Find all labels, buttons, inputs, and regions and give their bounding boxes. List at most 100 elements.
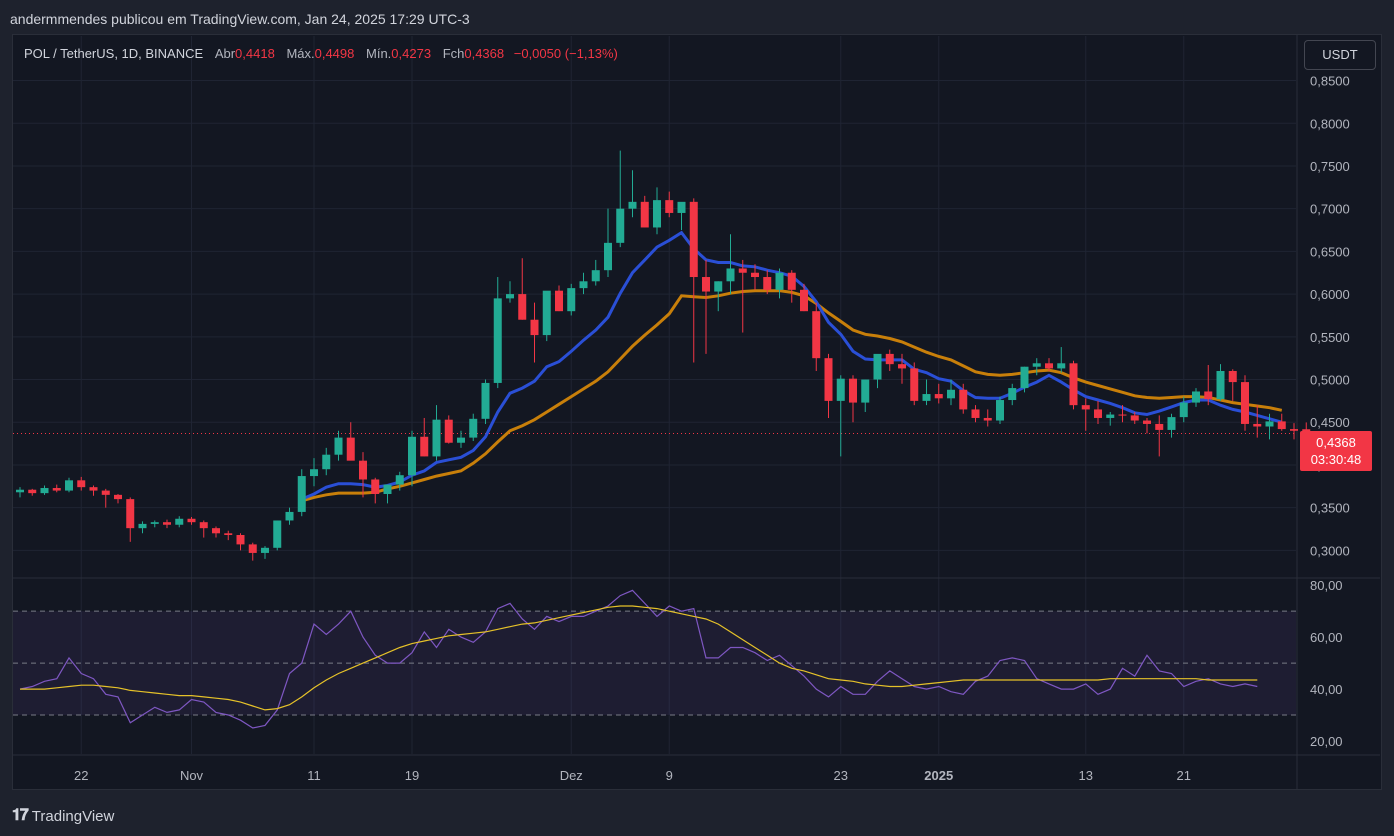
- price-tick-label: 0,6500: [1310, 244, 1350, 259]
- rsi-tick-label: 40,00: [1310, 682, 1343, 697]
- candle-body: [285, 511, 294, 521]
- candle-body: [1130, 415, 1139, 421]
- price-tick-label: 0,3500: [1310, 501, 1350, 516]
- candle-body: [1216, 370, 1225, 400]
- candle-body: [16, 489, 24, 493]
- candle-body: [628, 201, 637, 209]
- candle-body: [420, 436, 429, 457]
- candle-body: [714, 281, 723, 292]
- rsi-line: [19, 589, 1258, 729]
- top-bar: andermmendes publicou em TradingView.com…: [0, 0, 1394, 36]
- change-value: −0,0050 (−1,13%): [513, 46, 618, 61]
- time-tick-label: 11: [307, 768, 321, 783]
- candle-body: [383, 484, 392, 494]
- last-price-tag: 0,4368 03:30:48: [1300, 431, 1372, 471]
- candle-body: [261, 547, 269, 553]
- candle-body: [469, 418, 478, 438]
- time-tick-label: 21: [1177, 768, 1191, 783]
- tradingview-logo-icon: 𝟏𝟕: [12, 807, 29, 824]
- candle-body: [836, 378, 845, 401]
- candle-body: [297, 476, 306, 512]
- publisher-line: andermmendes publicou em TradingView.com…: [10, 11, 470, 27]
- rsi-ma-line: [20, 605, 1258, 711]
- low-value: 0,4273: [391, 46, 432, 61]
- price-tick-label: 0,5000: [1310, 373, 1350, 388]
- price-tick-label: 0,6000: [1310, 287, 1350, 302]
- candle-body: [812, 311, 821, 359]
- currency-button[interactable]: USDT: [1304, 40, 1376, 70]
- candle-body: [996, 400, 1004, 421]
- candle-body: [395, 475, 404, 485]
- candle-body: [591, 270, 600, 282]
- candle-body: [934, 394, 943, 399]
- candle-body: [40, 488, 49, 494]
- footer-brand: TradingView: [31, 807, 115, 825]
- price-tick-label: 0,7500: [1310, 159, 1350, 174]
- candle-body: [1008, 388, 1017, 401]
- candle-body: [959, 389, 968, 410]
- candle-body: [346, 437, 355, 461]
- candle-body: [481, 382, 490, 419]
- candle-body: [775, 272, 784, 290]
- candle-body: [738, 268, 747, 273]
- candle-body: [408, 436, 416, 476]
- candle-body: [1290, 429, 1298, 431]
- candle-body: [542, 290, 551, 336]
- time-tick-label: 22: [74, 768, 88, 783]
- candle-body: [1228, 370, 1237, 383]
- footer[interactable]: 𝟏𝟕 TradingView: [12, 804, 114, 828]
- candle-body: [555, 290, 563, 312]
- candle-body: [1167, 417, 1176, 430]
- candle-body: [1204, 391, 1213, 400]
- time-tick-label: 13: [1079, 768, 1093, 783]
- high-value: 0,4498: [314, 46, 355, 61]
- candle-body: [763, 277, 772, 290]
- candle-body: [163, 522, 171, 525]
- candle-body: [1020, 366, 1029, 389]
- candle-body: [77, 480, 86, 488]
- candle-body: [726, 268, 735, 282]
- candle-body: [150, 522, 159, 524]
- candle-body: [175, 518, 184, 525]
- candle-body: [751, 272, 759, 278]
- close-value: 0,4368: [464, 46, 505, 61]
- candle-body: [65, 480, 73, 491]
- candle-body: [518, 294, 527, 320]
- candle-body: [922, 394, 931, 401]
- candle-body: [199, 522, 208, 529]
- candle-body: [212, 528, 220, 534]
- candle-body: [224, 533, 233, 535]
- time-tick-label: Nov: [180, 768, 204, 783]
- candle-body: [114, 494, 122, 500]
- candle-body: [273, 520, 282, 548]
- candle-body: [457, 437, 465, 443]
- symbol-name[interactable]: POL / TetherUS, 1D, BINANCE: [24, 46, 204, 61]
- candle-body: [371, 479, 380, 494]
- ema-slow-line: [301, 289, 1283, 503]
- candle-body: [640, 201, 649, 228]
- candle-body: [1265, 421, 1274, 427]
- candle-body: [983, 417, 992, 421]
- open-label: Abr: [214, 46, 236, 61]
- candle-body: [1253, 423, 1262, 427]
- symbol-legend: POL / TetherUS, 1D, BINANCE Abr0,4418 Má…: [24, 46, 618, 61]
- close-label: Fch: [442, 46, 465, 61]
- candle-body: [236, 534, 245, 545]
- time-tick-label: 2025: [924, 768, 953, 783]
- candle-body: [1106, 414, 1115, 418]
- candle-body: [138, 523, 147, 529]
- price-tick-label: 0,4500: [1310, 415, 1350, 430]
- candle-body: [873, 353, 882, 380]
- candle-body: [334, 437, 343, 455]
- candle-body: [1241, 382, 1249, 424]
- candle-body: [677, 201, 686, 213]
- countdown: 03:30:48: [1310, 452, 1362, 467]
- candle-body: [861, 379, 870, 403]
- price-tick-label: 0,7000: [1310, 202, 1350, 217]
- candle-body: [530, 319, 539, 336]
- candle-body: [1094, 409, 1102, 418]
- candle-body: [1179, 402, 1188, 418]
- candle-body: [322, 454, 331, 470]
- candle-body: [187, 518, 196, 523]
